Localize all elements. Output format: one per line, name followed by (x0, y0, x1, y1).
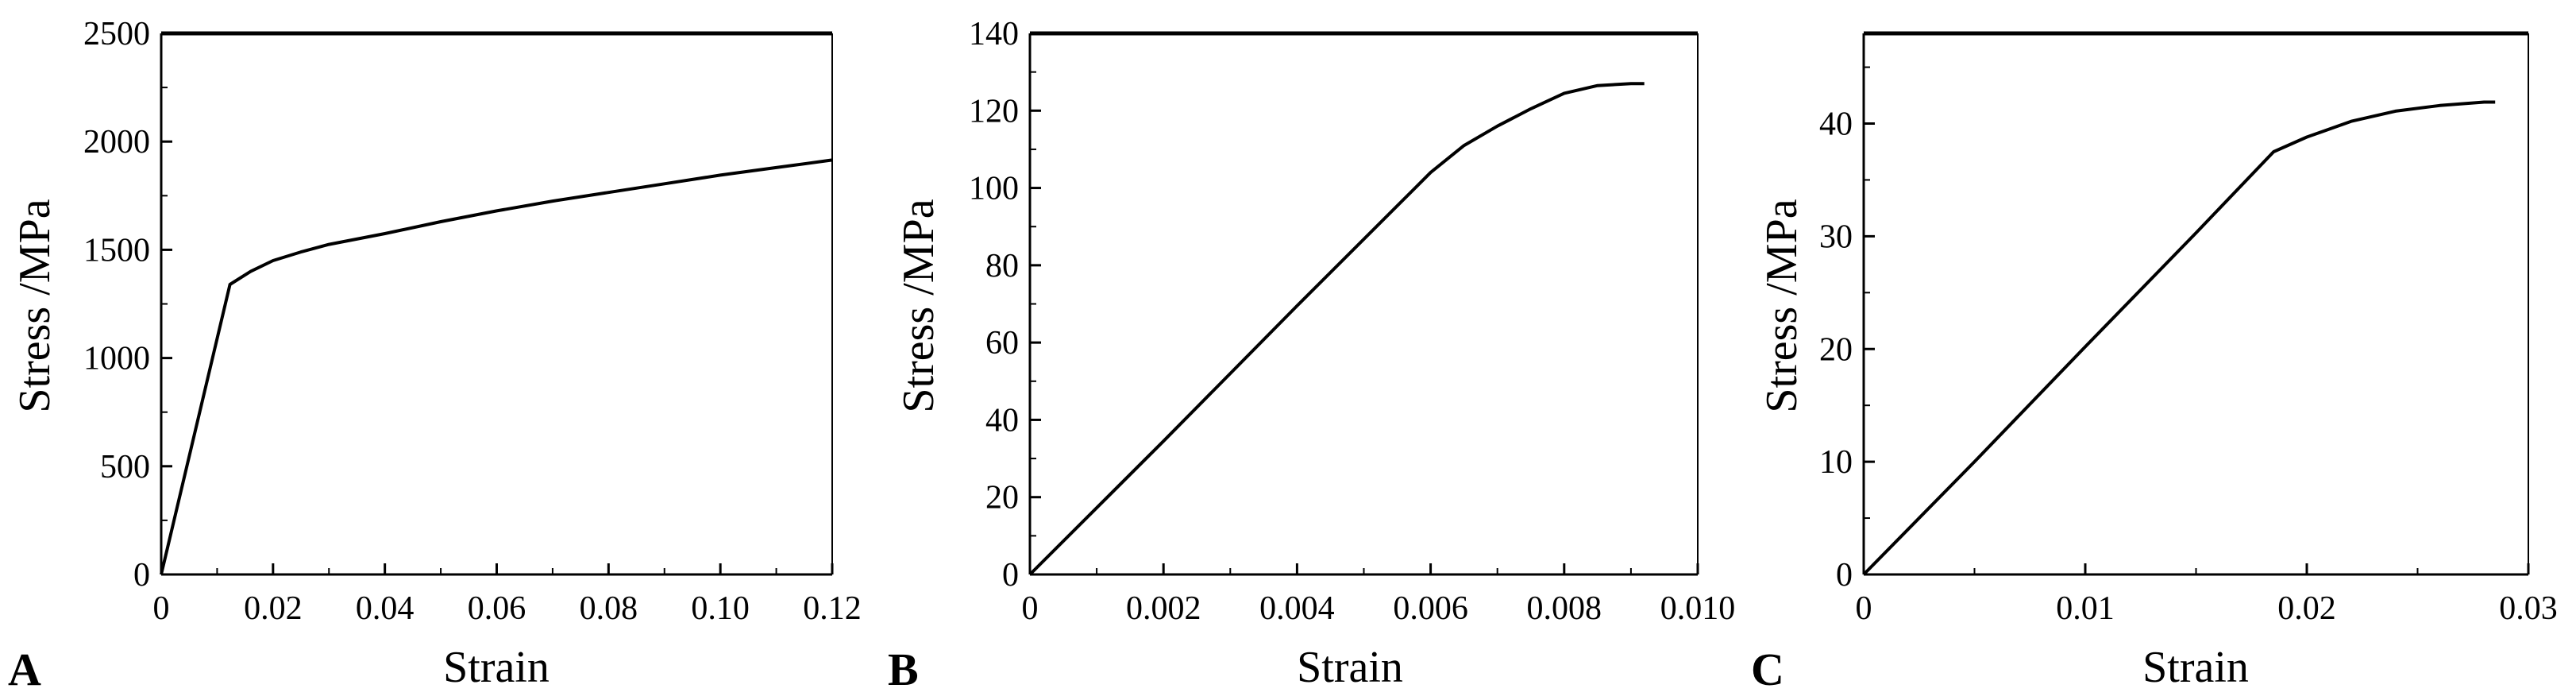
panel-b-plot-area: 0 0.002 0.004 0.006 0.008 0.010 0 20 40 60 80 100 12… (969, 16, 1735, 627)
panel-b-y-tick-label: 40 (985, 402, 1019, 439)
panel-b-ylabel: Stress /MPa (894, 199, 943, 412)
panel-c-y-tick-label: 0 (1836, 557, 1853, 594)
panel-b-x-tick-label: 0 (1022, 590, 1039, 627)
panel-a-letter: A (8, 644, 41, 695)
panel-a-series-line-0 (160, 158, 833, 575)
panel-b-x-tick-label: 0.004 (1259, 590, 1335, 627)
panel-c: 0 0.01 0.02 0.03 0 10 20 30 40 Strain Stress /MP… (1751, 31, 2558, 695)
panel-b-y-tick-label: 100 (969, 171, 1019, 207)
panel-a-x-tick-label: 0.02 (244, 590, 303, 627)
panel-a-y-tick-label: 0 (133, 557, 150, 594)
panel-a-y-tick-label: 1000 (83, 341, 150, 377)
panel-a-x-tick-label: 0.08 (580, 590, 638, 627)
panel-a-x-tick-label: 0.10 (691, 590, 750, 627)
panel-a-ylabel: Stress /MPa (10, 199, 60, 412)
panel-a-y-tick-label: 1500 (83, 232, 150, 269)
panel-c-ylabel: Stress /MPa (1757, 199, 1807, 412)
panel-c-y-tick-label: 10 (1819, 444, 1853, 481)
panel-b-x-tick-label: 0.006 (1393, 590, 1468, 627)
panel-a-x-tick-label: 0.12 (803, 590, 862, 627)
panel-b-x-tick-label: 0.008 (1527, 590, 1602, 627)
panel-b-series-line-0 (1028, 82, 1645, 576)
panel-a-xlabel: Strain (443, 643, 550, 692)
panel-c-y-tick-label: 20 (1819, 331, 1853, 368)
panel-b-y-tick-label: 120 (969, 93, 1019, 130)
panel-c-x-tick-label: 0.01 (2056, 590, 2115, 627)
panel-a-x-tick-label: 0 (153, 590, 170, 627)
panel-b-x-tick-label: 0.002 (1126, 590, 1201, 627)
panel-c-xlabel: Strain (2142, 643, 2249, 692)
panel-b-y-tick-label: 80 (985, 248, 1019, 284)
panel-b-y-tick-label: 20 (985, 480, 1019, 516)
panel-c-plot-area: 0 0.01 0.02 0.03 0 10 20 30 40 (1819, 31, 2558, 627)
panel-c-letter: C (1751, 644, 1784, 695)
panel-a-y-tick-label: 2000 (83, 124, 150, 160)
panel-c-y-tick-label: 30 (1819, 219, 1853, 255)
panel-a-x-tick-label: 0.04 (356, 590, 415, 627)
panel-b-y-tick-label: 140 (969, 16, 1019, 52)
panel-a-y-tick-label: 500 (100, 449, 150, 485)
panel-c-x-tick-label: 0 (1856, 590, 1872, 627)
panel-c-y-tick-label: 40 (1819, 106, 1853, 143)
panel-c-x-tick-label: 0.03 (2499, 590, 2558, 627)
panel-b-x-tick-label: 0.010 (1660, 590, 1736, 627)
panel-a-plot-area: 0 0.02 0.04 0.06 0.08 0.10 0.12 0 500 1000 1500 200… (83, 16, 862, 627)
panel-b-letter: B (888, 644, 919, 695)
panel-b-y-tick-label: 0 (1002, 557, 1019, 594)
panel-b: 0 0.002 0.004 0.006 0.008 0.010 0 20 40 60 80 100 12… (888, 16, 1735, 695)
panel-b-xlabel: Strain (1297, 643, 1403, 692)
panel-c-series-line-0 (1862, 100, 2496, 576)
panel-a-x-tick-label: 0.06 (468, 590, 526, 627)
panel-a: 0 0.02 0.04 0.06 0.08 0.10 0.12 0 500 1000 1500 200… (8, 16, 862, 695)
panel-a-y-tick-label: 2500 (83, 16, 150, 52)
panel-b-y-tick-label: 60 (985, 325, 1019, 362)
panel-c-x-tick-label: 0.02 (2277, 590, 2336, 627)
